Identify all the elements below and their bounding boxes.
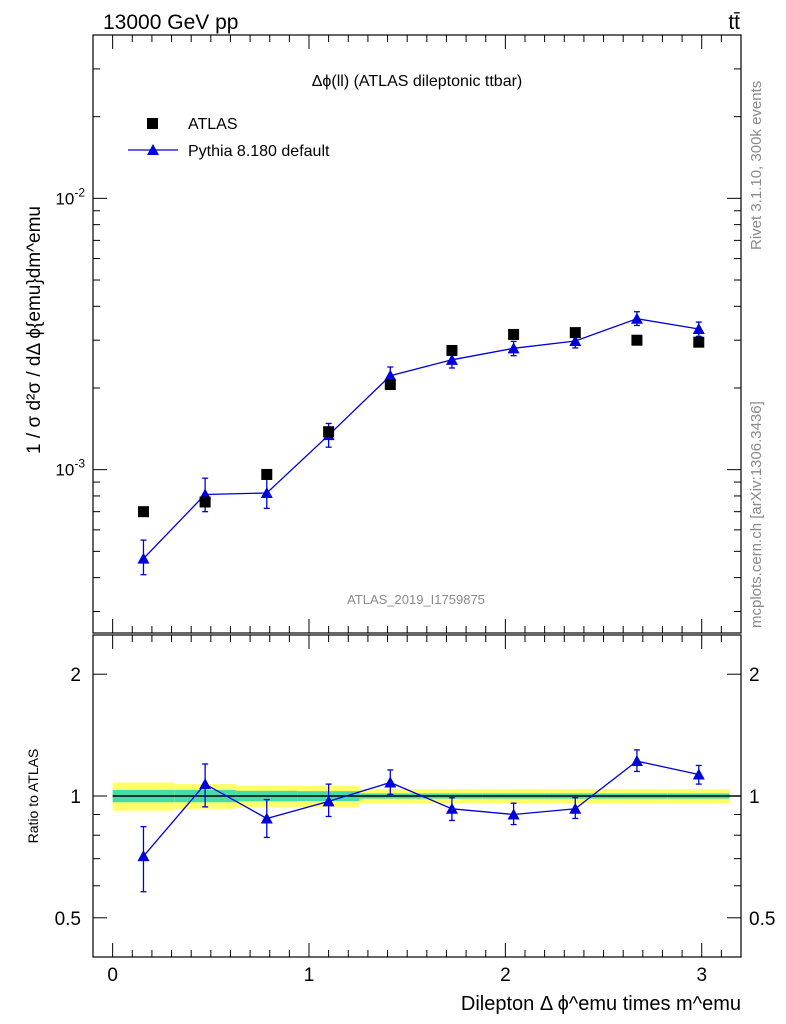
pythia-point	[692, 322, 705, 334]
mcplots-label: mcplots.cern.ch [arXiv:1306.3436]	[748, 401, 765, 628]
ratio-point	[630, 755, 643, 767]
legend-marker-atlas	[147, 118, 158, 129]
ratio-y-axis-label: Ratio to ATLAS	[25, 749, 41, 844]
main-plot-panel: 10-3 10-2 Δϕ(ll) (ATLAS dileptonic ttbar)…	[24, 34, 742, 634]
atlas-data-point	[199, 496, 211, 508]
ratio-series-line	[143, 760, 699, 857]
plot-title: Δϕ(ll) (ATLAS dileptonic ttbar)	[312, 73, 523, 90]
atlas-data-point	[631, 334, 643, 346]
rivet-version-label: Rivet 3.1.10, 300k events	[748, 81, 765, 250]
ratio-axis-ticks: 0.5 0.5 1 1 2 2 0 1 2 3	[55, 635, 775, 986]
legend: ATLAS Pythia 8.180 default	[128, 116, 330, 160]
ratio-point	[137, 850, 150, 862]
main-plot-frame	[92, 34, 742, 634]
main-y-tick-label: 10-2	[55, 185, 85, 208]
main-plot-marks	[137, 311, 705, 576]
pythia-point	[445, 353, 458, 365]
ratio-plot-marks	[137, 749, 705, 893]
ratio-y-tick-label-right: 2	[749, 665, 760, 686]
x-tick-label: 2	[500, 965, 511, 986]
atlas-data-point	[693, 336, 705, 348]
atlas-data-point	[569, 327, 581, 339]
atlas-data-point	[384, 378, 396, 390]
atlas-data-point	[323, 426, 335, 438]
ratio-point	[260, 812, 273, 824]
legend-marker-pythia	[147, 144, 159, 155]
analysis-watermark: ATLAS_2019_I1759875	[347, 592, 485, 607]
atlas-data-point	[446, 344, 458, 356]
pythia-series-line	[143, 318, 699, 560]
atlas-data-point	[508, 328, 520, 340]
x-axis-label: Dilepton Δ ϕ^emu times m^emu	[461, 993, 741, 1015]
ratio-point	[445, 802, 458, 814]
main-y-axis-label: 1 / σ d²σ / dΔ ϕ{emu}dm^emu	[24, 206, 45, 454]
pythia-point	[569, 334, 582, 346]
ratio-point	[507, 808, 520, 820]
ratio-plot-panel: 0.5 0.5 1 1 2 2 0 1 2 3 Ratio to ATLAS	[25, 634, 775, 986]
legend-label-atlas: ATLAS	[188, 116, 238, 133]
ratio-y-tick-label-right: 0.5	[749, 909, 775, 930]
x-tick-label: 0	[107, 965, 118, 986]
ratio-y-tick-label: 1	[70, 787, 81, 808]
ratio-y-tick-label-right: 1	[749, 787, 760, 808]
ratio-point	[322, 795, 335, 807]
atlas-data-point	[137, 506, 149, 518]
pythia-point	[384, 369, 397, 381]
ratio-point	[569, 802, 582, 814]
pythia-point	[137, 552, 150, 564]
main-axis-ticks: 10-3 10-2	[55, 34, 741, 633]
ratio-point	[692, 768, 705, 780]
ratio-point	[384, 776, 397, 788]
pythia-point	[630, 312, 643, 324]
process-label: tt̄	[728, 11, 740, 34]
pythia-point	[507, 342, 520, 354]
atlas-data-point	[261, 468, 273, 480]
pythia-point	[260, 487, 273, 499]
x-tick-label: 3	[696, 965, 707, 986]
x-tick-label: 1	[304, 965, 315, 986]
ratio-point	[199, 778, 212, 790]
ratio-y-tick-label: 2	[70, 665, 81, 686]
legend-label-pythia: Pythia 8.180 default	[188, 143, 330, 160]
energy-label: 13000 GeV pp	[103, 11, 238, 34]
ratio-y-tick-label: 0.5	[55, 909, 81, 930]
main-y-tick-label: 10-3	[55, 457, 85, 480]
